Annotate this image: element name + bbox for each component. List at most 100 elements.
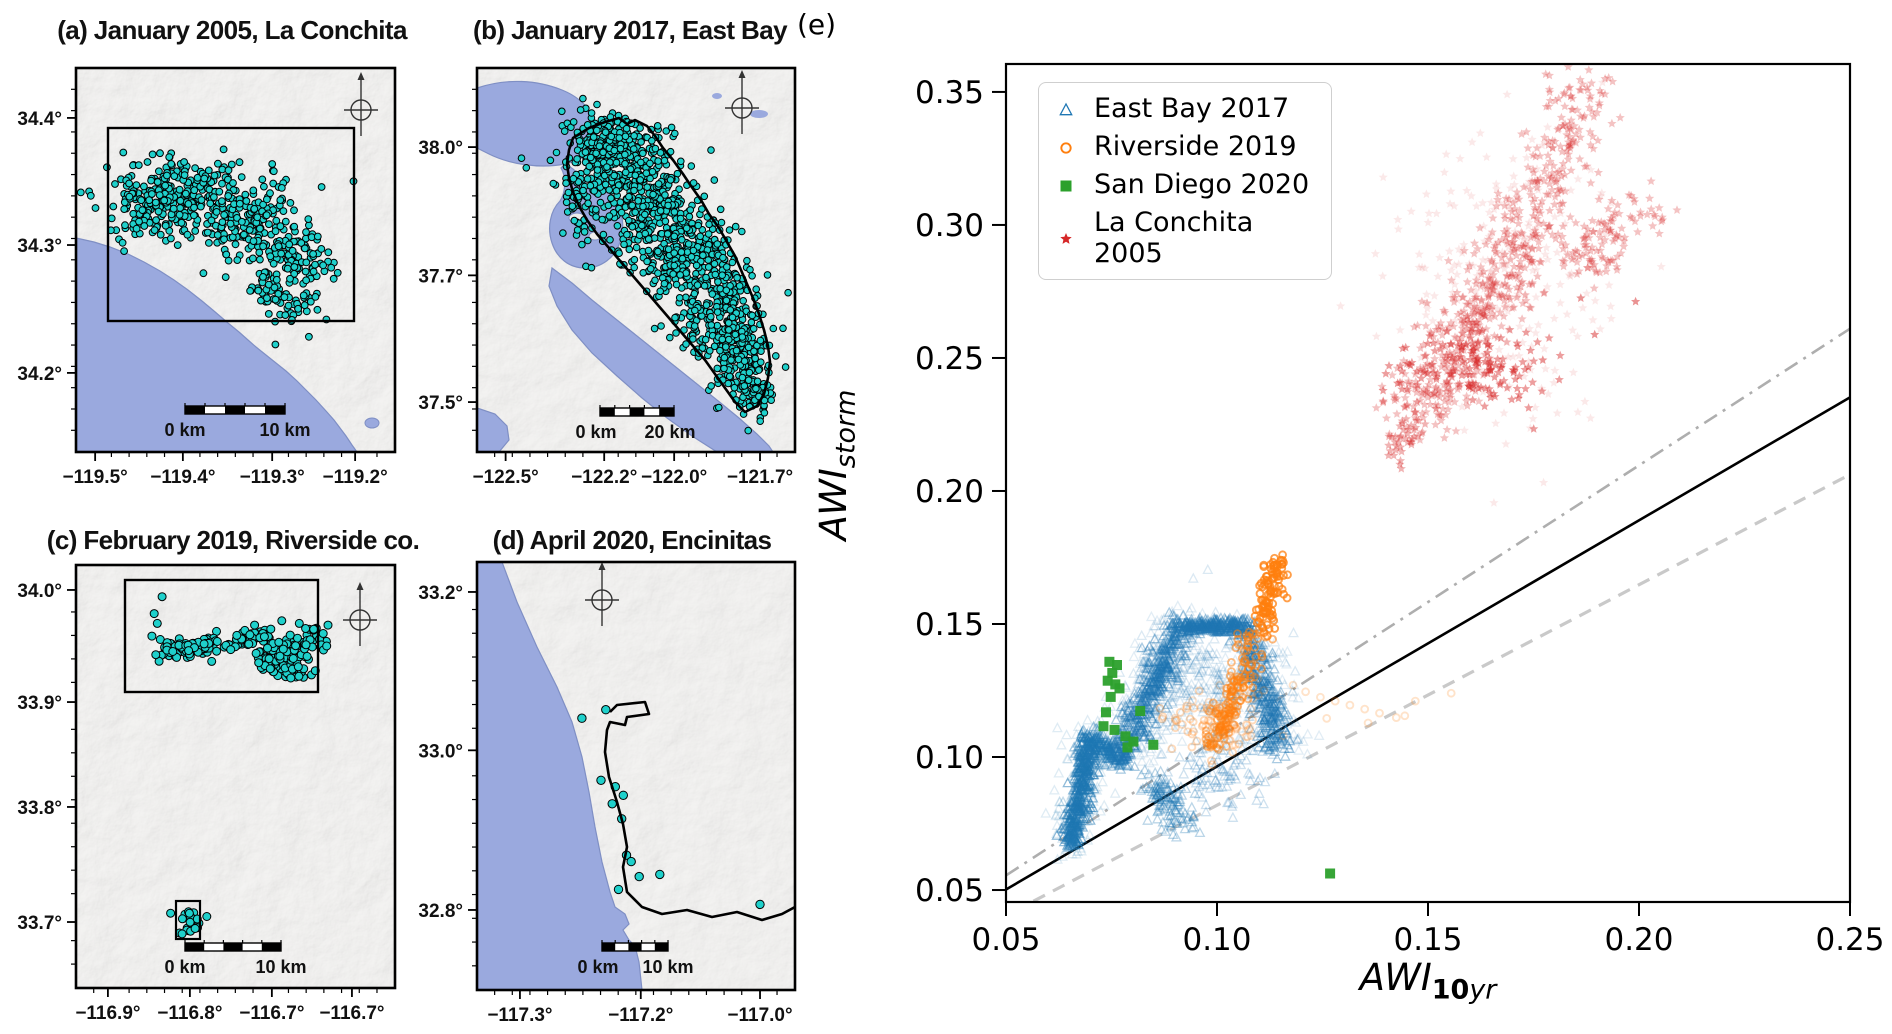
landslide-point xyxy=(259,242,268,251)
landslide-point xyxy=(702,273,710,282)
landslide-point xyxy=(724,379,732,388)
landslide-point xyxy=(650,324,659,333)
x-axis-label: AWI10yr xyxy=(1228,956,1628,1005)
x-tick-label: −119.2° xyxy=(323,467,388,488)
landslide-point xyxy=(710,260,719,268)
landslide-point xyxy=(670,261,679,270)
landslide-point xyxy=(661,191,669,199)
landslide-point xyxy=(664,245,673,254)
compass-icon xyxy=(344,72,378,136)
landslide-point xyxy=(707,312,715,321)
landslide-point xyxy=(160,196,169,205)
landslide-point xyxy=(161,181,170,190)
panel-c-title: (c) February 2019, Riverside co. xyxy=(46,525,420,555)
landslide-point xyxy=(203,228,212,237)
landslide-point xyxy=(167,160,176,168)
landslide-point xyxy=(664,201,672,210)
x-tick-label: 0.05 xyxy=(971,922,1040,958)
landslide-point xyxy=(639,149,647,158)
landslide-point xyxy=(708,290,717,298)
x-tick-label: 0.15 xyxy=(1393,922,1462,958)
landslide-point xyxy=(723,263,731,271)
landslide-point xyxy=(585,162,594,171)
y-tick-label: 0.25 xyxy=(915,341,984,377)
landslide-point xyxy=(558,107,566,116)
landslide-point xyxy=(753,341,761,350)
landslide-point xyxy=(302,258,311,267)
landslide-point xyxy=(581,148,590,156)
panel-d-title: (d) April 2020, Encinitas xyxy=(492,525,772,555)
landslide-point xyxy=(634,197,642,205)
landslide-point xyxy=(155,191,164,199)
landslide-point xyxy=(180,171,189,179)
landslide-point xyxy=(677,284,686,292)
landslide-point xyxy=(300,301,309,310)
landslide-point xyxy=(238,217,246,226)
landslide-point xyxy=(218,218,227,227)
landslide-point xyxy=(176,196,185,205)
landslide-point xyxy=(623,230,631,239)
landslide-point xyxy=(324,248,333,257)
landslide-point xyxy=(254,286,263,295)
panel-a-title: (a) January 2005, La Conchita xyxy=(57,15,407,45)
landslide-point xyxy=(682,224,691,232)
x-tick-label: 0.20 xyxy=(1604,922,1673,958)
landslide-point xyxy=(306,297,315,306)
landslide-point xyxy=(610,146,619,155)
landslide-point xyxy=(140,182,148,191)
landslide-point xyxy=(743,256,751,265)
landslide-point xyxy=(704,230,713,238)
landslide-point xyxy=(173,241,182,250)
landslide-point xyxy=(654,157,662,165)
landslide-point xyxy=(272,275,281,284)
landslide-point xyxy=(249,186,258,195)
landslide-point xyxy=(280,293,289,302)
landslide-point xyxy=(305,332,313,341)
landslide-point xyxy=(284,301,293,310)
landslide-point xyxy=(279,207,288,216)
landslide-point xyxy=(630,186,638,195)
landslide-point xyxy=(637,138,645,146)
landslide-point xyxy=(607,132,616,141)
landslide-point xyxy=(132,224,141,233)
landslide-point xyxy=(719,253,727,262)
x-tick-label: −119.3° xyxy=(240,467,305,488)
landslide-point xyxy=(327,263,336,272)
landslide-point xyxy=(599,148,607,157)
landslide-point xyxy=(660,279,669,288)
landslide-point xyxy=(638,221,646,230)
landslide-point xyxy=(214,159,222,168)
landslide-point xyxy=(304,215,313,224)
landslide-point xyxy=(707,146,715,154)
landslide-point xyxy=(630,145,638,153)
landslide-point xyxy=(682,340,690,348)
landslide-point xyxy=(690,289,699,298)
landslide-point xyxy=(235,199,244,208)
scalebar-a: 0 km 10 km xyxy=(164,403,311,440)
y-tick-label: 34.2° xyxy=(17,364,62,385)
landslide-point xyxy=(156,149,164,158)
landslide-point xyxy=(266,252,275,261)
landslide-point xyxy=(752,285,761,293)
landslide-point xyxy=(302,228,310,237)
landslide-point xyxy=(288,246,297,255)
landslide-point xyxy=(177,218,186,227)
small-bay xyxy=(364,417,380,429)
landslide-point xyxy=(313,305,322,314)
landslide-point xyxy=(699,251,707,260)
landslide-point xyxy=(301,267,310,276)
landslide-point xyxy=(704,256,712,264)
map-a-base: 0 km 10 km xyxy=(76,68,395,452)
landslide-point xyxy=(676,214,685,223)
landslide-point xyxy=(648,137,656,145)
landslide-point xyxy=(250,205,259,213)
landslide-point xyxy=(181,189,190,198)
landslide-point xyxy=(603,163,611,171)
landslide-point xyxy=(286,199,295,207)
landslide-points-a xyxy=(76,145,358,349)
landslide-point xyxy=(276,196,285,205)
landslide-point xyxy=(266,189,274,198)
landslide-point xyxy=(690,322,699,330)
landslide-point xyxy=(219,145,228,154)
landslide-point xyxy=(707,382,715,390)
